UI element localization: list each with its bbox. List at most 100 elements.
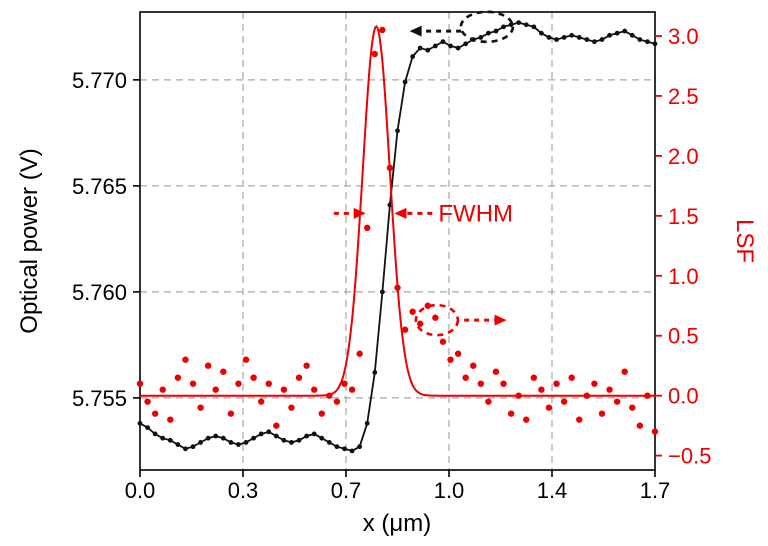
- lsf-scatter-point: [288, 404, 295, 411]
- lsf-scatter-point: [197, 404, 204, 411]
- lsf-scatter-point: [530, 374, 538, 381]
- lsf-scatter-point: [417, 320, 424, 327]
- optical-power-marker: [167, 437, 173, 443]
- optical-power-marker: [584, 37, 590, 42]
- lsf-scatter-point: [500, 380, 507, 387]
- optical-power-marker: [266, 429, 272, 435]
- y-axis-label-right: LSF: [731, 218, 758, 264]
- optical-power-marker: [592, 39, 597, 45]
- lsf-scatter-point: [424, 302, 431, 309]
- optical-power-marker: [637, 37, 643, 42]
- fwhm-label: FWHM: [438, 200, 513, 227]
- x-tick-label: 0.0: [125, 478, 156, 503]
- optical-power-marker: [334, 444, 340, 450]
- lsf-scatter-point: [386, 164, 394, 172]
- optical-power-marker: [622, 28, 628, 34]
- optical-power-marker: [183, 446, 188, 452]
- lsf-scatter-point: [439, 338, 447, 345]
- lsf-scatter-point: [379, 26, 386, 34]
- optical-power-marker: [220, 435, 226, 441]
- optical-power-marker: [516, 20, 522, 26]
- lsf-scatter-point: [159, 386, 166, 393]
- optical-power-marker: [417, 45, 423, 51]
- optical-power-marker: [326, 440, 332, 445]
- lsf-scatter-point: [560, 398, 568, 405]
- y-right-tick-label: 0.0: [668, 384, 699, 409]
- optical-power-marker: [175, 442, 181, 447]
- optical-power-marker: [198, 440, 203, 445]
- x-tick-label: 1.0: [434, 478, 465, 503]
- optical-power-marker: [251, 435, 257, 441]
- optical-power-marker: [538, 30, 544, 36]
- y-right-tick-label: 1.5: [668, 204, 699, 229]
- lsf-scatter-point: [401, 326, 409, 333]
- optical-power-marker: [463, 41, 469, 47]
- optical-power-marker: [357, 444, 363, 450]
- optical-power-marker: [228, 440, 234, 445]
- optical-power-marker: [243, 440, 249, 445]
- lsf-scatter-point: [189, 380, 197, 387]
- fwhm-arrow-left-icon-head: [394, 207, 407, 219]
- lsf-scatter-point: [265, 380, 272, 387]
- lsf-scatter-point: [545, 404, 553, 411]
- y-right-tick-label: 2.0: [668, 144, 699, 169]
- optical-power-marker: [145, 425, 150, 430]
- lsf-scatter-point: [538, 386, 545, 393]
- lsf-scatter-point: [613, 398, 621, 405]
- lsf-scatter-point: [492, 368, 500, 375]
- optical-power-marker: [304, 433, 310, 439]
- lsf-scatter-point: [341, 380, 348, 387]
- lsf-scatter-point: [310, 386, 318, 393]
- optical-power-marker: [319, 435, 325, 441]
- optical-power-marker: [652, 41, 658, 47]
- optical-power-marker: [190, 444, 196, 450]
- fwhm-arrow-right-icon-head: [353, 207, 366, 219]
- optical-power-marker: [523, 22, 529, 28]
- optical-power-marker: [501, 24, 506, 30]
- lsf-scatter-point: [523, 416, 530, 423]
- optical-power-marker: [160, 435, 166, 441]
- optical-power-marker: [645, 39, 650, 45]
- lsf-scatter-point: [242, 356, 250, 363]
- optical-power-marker: [137, 420, 143, 426]
- lsf-scatter-point: [515, 392, 522, 399]
- lsf-pointer-arrow-icon-head: [494, 314, 507, 326]
- lsf-scatter-point: [212, 386, 219, 393]
- lsf-scatter-point: [576, 416, 583, 423]
- lsf-scatter-point: [507, 410, 515, 417]
- lsf-fit-curve: [140, 24, 655, 397]
- optical-power-marker: [213, 433, 219, 439]
- y-right-tick-label: 3.0: [668, 24, 699, 49]
- y-axis-label-left: Optical power (V): [16, 148, 43, 334]
- lsf-scatter-point: [432, 314, 439, 321]
- optical-power-marker: [236, 442, 241, 447]
- optical-power-pointer-ellipse-icon: [459, 10, 515, 44]
- lsf-scatter-point: [583, 392, 591, 399]
- optical-power-marker: [455, 45, 461, 51]
- plot-frame: [139, 11, 656, 471]
- lsf-scatter-point: [447, 356, 454, 363]
- lsf-scatter-point: [174, 374, 182, 381]
- optical-power-marker: [554, 37, 559, 42]
- optical-power-marker: [402, 79, 408, 85]
- lsf-scatter-point: [644, 392, 651, 399]
- optical-power-marker: [379, 289, 385, 295]
- lsf-scatter-point: [318, 410, 325, 417]
- optical-power-marker: [569, 32, 575, 38]
- optical-power-marker: [599, 37, 605, 42]
- lsf-pointer-ellipse-icon: [414, 303, 460, 337]
- lsf-scatter-point: [598, 410, 606, 417]
- lsf-scatter-point: [394, 284, 401, 291]
- lsf-scatter-point: [235, 380, 242, 387]
- lsf-scatter-point: [485, 398, 492, 405]
- y-left-tick-label: 5.755: [72, 386, 127, 411]
- lsf-scatter-point: [356, 350, 363, 357]
- optical-power-marker: [273, 433, 279, 439]
- lsf-scatter-point: [227, 410, 235, 417]
- optical-power-marker: [432, 43, 438, 49]
- lsf-scatter-point: [204, 362, 212, 369]
- optical-power-marker: [342, 446, 347, 452]
- optical-power-marker: [205, 435, 211, 441]
